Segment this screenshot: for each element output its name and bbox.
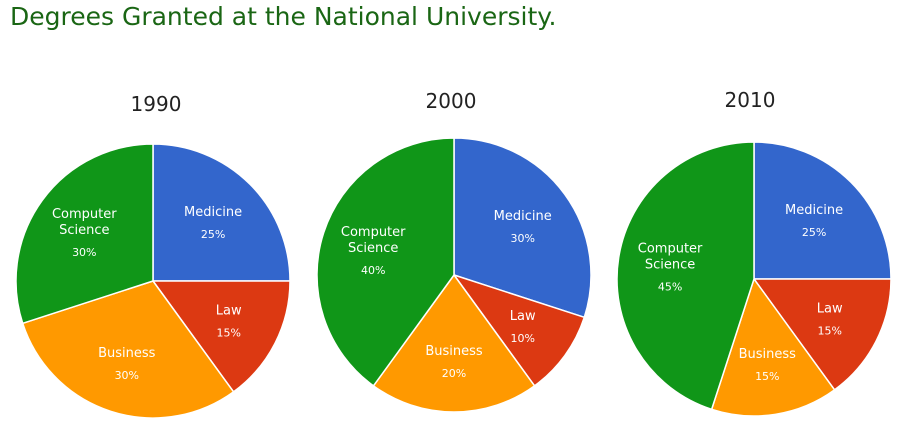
pie-slice-computer-science [616,141,755,411]
slice-label: Business [425,344,483,359]
pie-slice-law [151,280,291,393]
pie-slice-computer-science [316,137,455,387]
slice-label: Law [216,304,242,319]
slice-value-label: 30% [115,369,139,382]
pie-chart-1990: 1990 Medicine 25% Law 15% Business 30% Computer… [15,92,291,419]
pie-chart-2010: 2010 Medicine 25% Law 15% Business 15% Computer… [616,88,892,417]
page-title: Degrees Granted at the National Universi… [10,2,557,31]
slice-value-label: 40% [361,264,385,277]
pie-slice-computer-science [15,143,154,325]
chart-title: 1990 [131,92,182,116]
slice-value-label: 10% [510,332,534,345]
slice-label: Business [98,346,156,361]
pie-slice-medicine [152,143,291,282]
slice-value-label: 30% [72,246,96,259]
slice-value-label: 15% [755,370,779,383]
slice-value-label: 25% [201,228,225,241]
slice-label: Computer Science [341,225,406,256]
slice-label: Medicine [494,209,552,224]
pie-slice-medicine [753,141,892,280]
pie-slice-business [372,273,536,413]
pie-slice-business [21,280,235,419]
slice-label: Law [510,309,536,324]
pie-slice-law [452,273,586,387]
pie-slice-business [710,277,836,417]
pie-slice-law [752,278,892,391]
pie-chart-2000: 2000 Medicine 30% Law 10% Business 20% Computer… [316,89,592,413]
slice-label: Medicine [184,205,242,220]
slice-value-label: 30% [510,232,534,245]
pie-slice-medicine [453,137,592,319]
slice-value-label: 20% [442,367,466,380]
slice-value-label: 15% [216,327,240,340]
slice-value-label: 15% [817,325,841,338]
chart-title: 2010 [725,88,776,112]
slice-value-label: 45% [658,281,682,294]
slice-label: Business [739,347,797,362]
slice-label: Computer Science [638,242,703,273]
chart-title: 2000 [426,89,477,113]
slice-label: Computer Science [52,207,117,238]
slice-value-label: 25% [802,226,826,239]
slice-label: Medicine [785,203,843,218]
slice-label: Law [817,302,843,317]
